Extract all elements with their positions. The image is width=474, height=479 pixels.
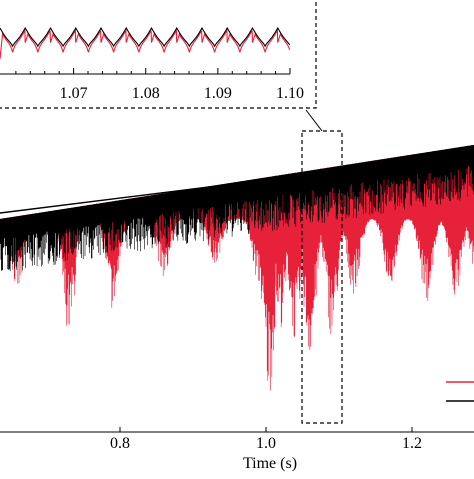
inset-frame [0, 0, 317, 109]
main-series-layer [0, 144, 474, 391]
main-x-tick-label-0: 0.8 [110, 435, 130, 452]
main-x-tick-label-2: 1.2 [402, 435, 422, 452]
series-2-line [0, 144, 474, 272]
zoom-connector-line [305, 109, 323, 132]
inset-x-tick-label-3: 1.10 [276, 85, 304, 102]
upper-envelope-line [0, 153, 474, 214]
inset-series-2-line [0, 26, 291, 48]
inset-x-tick-label-2: 1.09 [204, 85, 232, 102]
main-x-tick-label-1: 1.0 [256, 435, 276, 452]
inset-x-tick-label-1: 1.08 [132, 85, 160, 102]
zoom-region-box [301, 130, 343, 424]
inset-x-tick-label-0: 1.07 [60, 85, 88, 102]
inset-series-1-line [0, 28, 291, 59]
legend [446, 381, 474, 402]
inset-series-layer [0, 26, 291, 59]
inset-x-ticks: 1.07 1.08 1.09 1.10 [0, 68, 304, 102]
main-x-axis-label: Time (s) [243, 455, 297, 472]
main-x-ticks: 0.8 1.0 1.2 [110, 427, 422, 452]
